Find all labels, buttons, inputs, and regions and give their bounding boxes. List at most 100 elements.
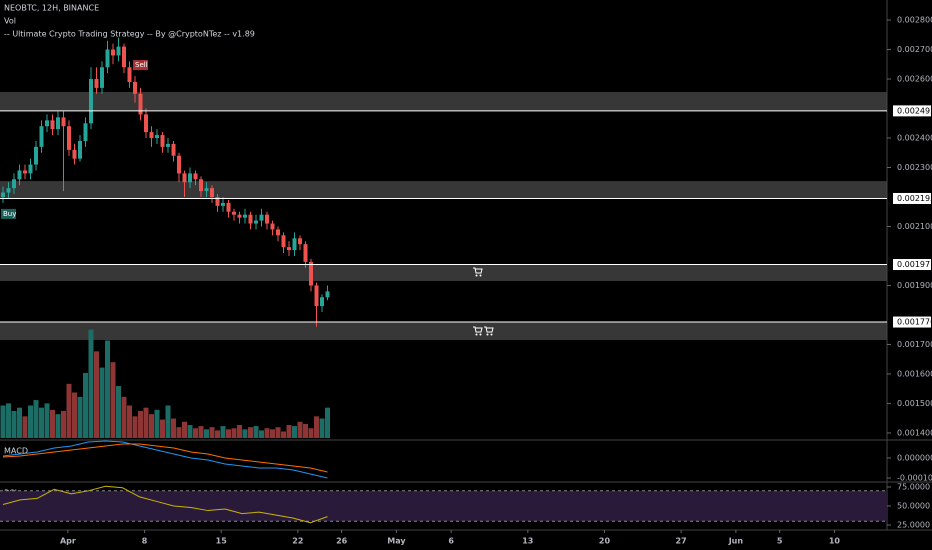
volume-bar [264,428,270,438]
candle-body [56,117,60,130]
volume-bar [204,429,209,438]
candle-body [138,93,143,115]
y-tick-label: 0.002600 [897,75,932,84]
candle-body [314,285,319,307]
signal-label: Sell [135,61,148,69]
volume-bar [281,431,286,438]
volume-bar [121,396,127,438]
volume-bar [22,416,28,438]
x-tick-label: 20 [599,537,611,546]
x-tick-label: May [387,537,406,546]
zone [0,322,887,341]
cart-icon [473,326,483,333]
candle-body [111,49,115,56]
candle-body [160,135,165,147]
candle-body [94,79,99,88]
volume-bar [231,428,237,438]
volume-bar [132,416,138,438]
y-tick-label: 0.002300 [897,163,932,172]
candle-body [100,67,104,88]
volume-bar [105,340,110,438]
level-label: 0.002492 [897,106,932,115]
volume-bar [303,423,308,438]
candle-body [320,297,324,307]
level-label: 0.001971 [897,260,932,269]
candle-body [243,214,247,218]
candle-body [12,179,16,189]
volume-bar [237,425,242,438]
volume-bar [50,409,55,438]
candle-body [270,223,275,230]
x-tick-label: 8 [142,537,148,546]
candle-body [210,188,214,197]
x-tick-label: 27 [676,537,687,546]
volume-bar [325,407,330,438]
candle-body [1,192,5,197]
candle-body [193,173,198,180]
volume-bar [6,403,11,438]
volume-bar [77,396,83,438]
volume-bar [83,373,88,438]
y-tick-label: 75.0000 [897,483,930,492]
x-tick-label: Apr [60,537,76,546]
candle-body [287,247,291,251]
volume-bar [226,429,231,438]
candle-body [83,123,88,141]
level-label: 0.001776 [897,318,932,327]
volume-bar [253,426,259,438]
candle-body [133,81,137,94]
cart-wheel [479,274,482,277]
candle-body [23,170,27,174]
candle-body [6,188,11,193]
candle-body [248,214,253,224]
candle-body [105,49,110,68]
volume-bar [297,421,303,438]
volume-bar [314,416,319,438]
candle-body [89,79,93,124]
y-tick-label: 0.002400 [897,134,932,143]
y-tick-label: 0.001600 [897,369,932,378]
candle-body [237,214,242,218]
volume-label: Vol [4,17,16,26]
candle-body [292,238,297,251]
volume-bar [154,409,160,438]
volume-bar [94,351,99,438]
candle-body [177,155,181,174]
candle-body [166,143,170,147]
volume-bar [292,426,297,438]
candle-body [254,220,258,224]
level-label: 0.002195 [897,194,932,203]
cart-icons [473,267,494,336]
y-tick-label: 0.001700 [897,340,932,349]
cart-icon [473,267,483,274]
volume-bar [88,329,94,438]
candle-body [39,126,44,147]
level-box [893,259,931,271]
candle-body [34,146,38,165]
zone [0,264,887,282]
level-box [893,316,931,328]
volume-bar [193,428,198,438]
x-tick-label: Jun [728,537,744,546]
y-tick-label: 0.001900 [897,281,932,290]
volume-bar [11,410,17,438]
y-tick-label: 0.002800 [897,16,932,25]
candle-body [67,126,71,150]
y-tick-label: 0.002100 [897,222,932,231]
volume-bar [259,430,264,438]
signal-label: Buy [3,210,16,218]
volume-bar [61,410,66,438]
volume-bar [33,400,39,438]
candle-body [45,120,49,127]
volume-bar [44,403,50,438]
volume-bar [17,407,22,438]
level-box [893,192,931,204]
volume-bar [242,429,248,438]
level-box [893,105,931,117]
y-tick-label: 0.001500 [897,399,932,408]
candle-body [325,291,330,298]
candle-body [215,196,220,206]
candle-body [276,229,280,236]
symbol: NEOBTC, 12H, BINANCE [4,4,99,13]
x-tick-label: 6 [448,537,454,546]
